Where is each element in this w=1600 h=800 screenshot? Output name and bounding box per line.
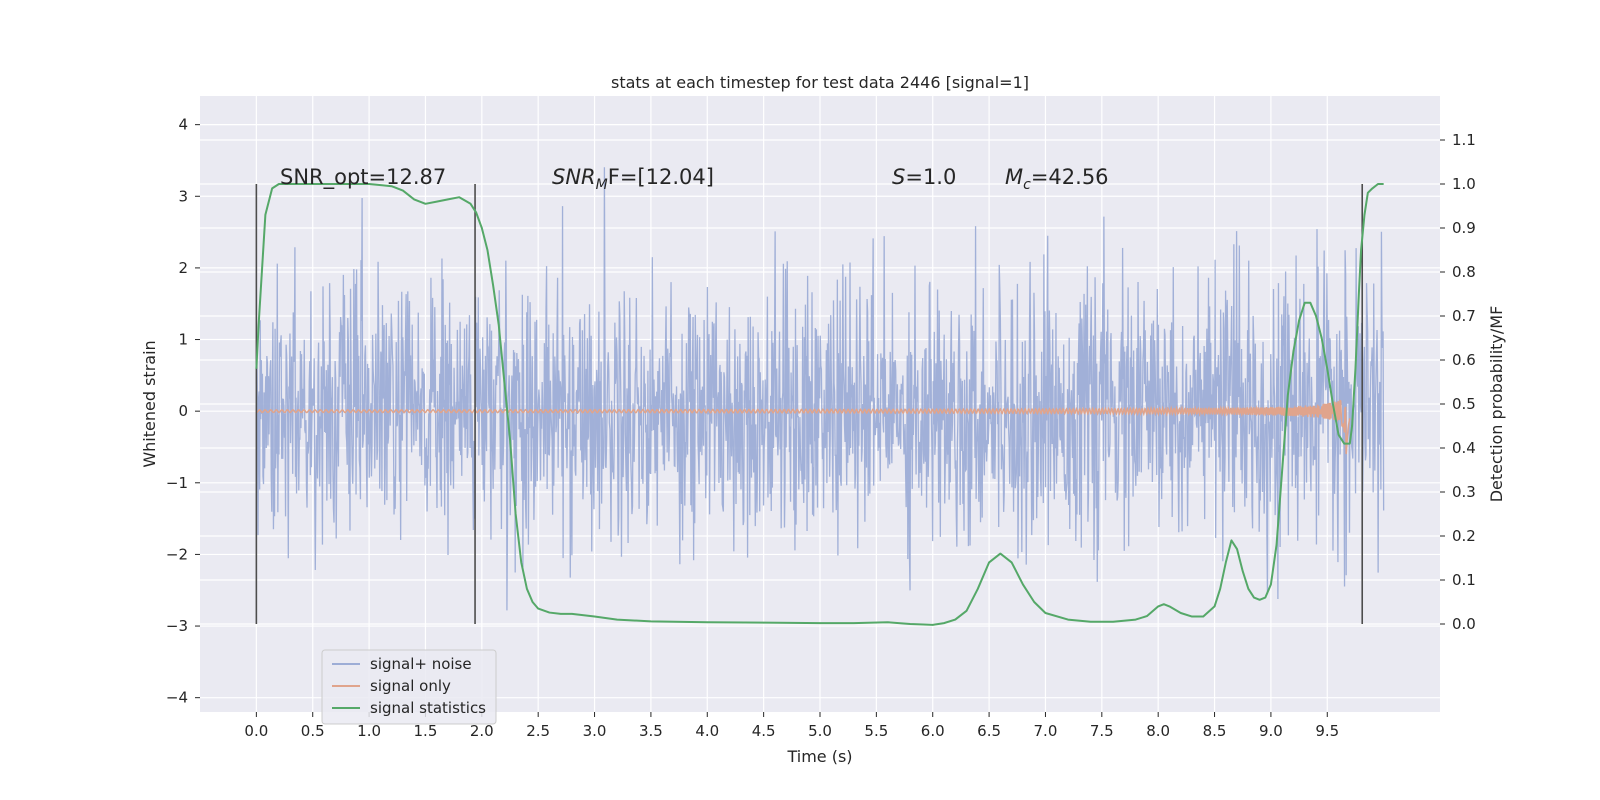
snr-mf-tail: F=[12.04]: [608, 165, 714, 189]
mc-value: =42.56: [1031, 165, 1109, 189]
x-tick-label: 0.0: [244, 722, 268, 740]
y2-tick-label: 0.6: [1452, 351, 1476, 369]
s-variable: S: [892, 165, 905, 189]
x-tick-label: 6.0: [921, 722, 945, 740]
x-tick-label: 2.0: [470, 722, 494, 740]
x-tick-label: 9.0: [1259, 722, 1283, 740]
y2-tick-label: 0.8: [1452, 263, 1476, 281]
series-signal-statistics-line: [255, 183, 1384, 626]
x-tick-label: 4.0: [695, 722, 719, 740]
x-tick-labels: 0.0 0.5 1.0 1.5 2.0 2.5 3.0 3.5 4.0 4.5 5.0 5.5 6.0 6…: [244, 712, 1339, 740]
x-tick-label: 7.5: [1090, 722, 1114, 740]
x-tick-label: 9.5: [1315, 722, 1339, 740]
snr-mf-base: SNR: [552, 165, 596, 189]
y2-axis-label: Detection probability/MF: [1487, 306, 1506, 503]
x-tick-label: 2.5: [526, 722, 550, 740]
y2-tick-label: 0.2: [1452, 527, 1476, 545]
s-annotation: S=1.0: [892, 165, 956, 189]
y2-tick-labels: 0.0 0.1 0.2 0.3 0.4 0.5 0.6 0.7 0.8 0.9 1.0 1.1: [1440, 131, 1476, 633]
mc-annotation: Mc=42.56: [1005, 165, 1109, 193]
y-tick-label: 4: [178, 116, 188, 134]
legend-label-signal-statistics: signal statistics: [370, 699, 486, 717]
y-axis-label: Whitened strain: [140, 340, 159, 467]
snr-mf-subscript: M: [596, 177, 608, 193]
y-tick-label: 2: [178, 259, 188, 277]
x-tick-label: 5.5: [864, 722, 888, 740]
x-tick-label: 4.5: [752, 722, 776, 740]
x-tick-label: 6.5: [977, 722, 1001, 740]
window-markers: [255, 184, 1364, 624]
snr-opt-annotation: SNR_opt=12.87: [280, 165, 446, 190]
y2-tick-label: 1.0: [1452, 175, 1476, 193]
noise-series: [255, 167, 1385, 611]
x-axis-label: Time (s): [786, 747, 852, 766]
mc-base: M: [1005, 165, 1023, 189]
y2-tick-label: 0.9: [1452, 219, 1476, 237]
x-tick-label: 8.5: [1203, 722, 1227, 740]
y-tick-label: −4: [166, 689, 188, 707]
y-tick-labels: −4 −3 −2 −1 0 1 2 3 4: [166, 116, 200, 707]
y2-tick-label: 0.0: [1452, 615, 1476, 633]
y2-tick-label: 0.5: [1452, 395, 1476, 413]
x-tick-label: 7.0: [1034, 722, 1058, 740]
y2-tick-label: 1.1: [1452, 131, 1476, 149]
y2-tick-label: 0.3: [1452, 483, 1476, 501]
x-tick-label: 8.0: [1146, 722, 1170, 740]
legend-box: [321, 649, 497, 725]
y-tick-label: −3: [166, 617, 188, 635]
y-tick-label: 0: [178, 402, 188, 420]
x-tick-label: 1.0: [357, 722, 381, 740]
series-signal-noise-line: [255, 167, 1385, 611]
signal-statistics-series: [255, 183, 1384, 626]
series-signal-only-line: [256, 399, 1351, 455]
s-value: =1.0: [905, 165, 956, 189]
y-tick-label: 1: [178, 331, 188, 349]
legend: signal+ noise signal only signal statist…: [321, 649, 497, 725]
signal-only-series: [256, 399, 1351, 455]
x-tick-label: 3.0: [583, 722, 607, 740]
mc-subscript: c: [1023, 177, 1031, 193]
x-tick-label: 3.5: [639, 722, 663, 740]
chart-title: stats at each timestep for test data 244…: [611, 73, 1029, 92]
y2-tick-label: 0.4: [1452, 439, 1476, 457]
snr-mf-annotation: SNRMF=[12.04]: [552, 165, 714, 193]
y-tick-label: −2: [166, 545, 188, 563]
y-tick-label: 3: [178, 187, 188, 205]
y2-tick-label: 0.7: [1452, 307, 1476, 325]
x-tick-label: 1.5: [414, 722, 438, 740]
x-tick-label: 0.5: [301, 722, 325, 740]
y-tick-label: −1: [166, 474, 188, 492]
x-tick-label: 5.0: [808, 722, 832, 740]
legend-label-signal-noise: signal+ noise: [370, 655, 472, 673]
y2-tick-label: 0.1: [1452, 571, 1476, 589]
legend-label-signal-only: signal only: [370, 677, 451, 695]
